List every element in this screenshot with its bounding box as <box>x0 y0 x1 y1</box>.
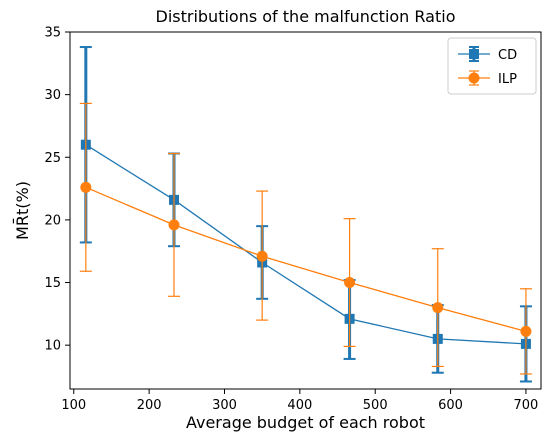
y-tick-label: 35 <box>44 26 61 41</box>
y-tick-label: 25 <box>44 151 61 166</box>
x-tick-label: 700 <box>514 398 539 413</box>
data-point <box>520 325 532 337</box>
legend-label: ILP <box>498 72 517 87</box>
x-tick-label: 200 <box>137 398 162 413</box>
data-point <box>432 302 444 314</box>
y-axis-title: MR̄t(%) <box>13 181 32 240</box>
legend-label: CD <box>498 48 517 63</box>
data-point <box>344 277 356 289</box>
data-point <box>80 181 92 193</box>
x-tick-label: 400 <box>287 398 312 413</box>
series-ilp <box>79 102 532 375</box>
y-tick-label: 20 <box>44 213 61 228</box>
y-tick-label: 15 <box>44 276 61 291</box>
series-line <box>85 144 526 345</box>
legend-marker <box>469 49 479 59</box>
y-tick-label: 10 <box>44 339 61 354</box>
y-tick-label: 30 <box>44 88 61 103</box>
series-line <box>85 186 527 333</box>
x-tick-label: 100 <box>61 398 86 413</box>
x-tick-label: 500 <box>363 398 388 413</box>
chart-title: Distributions of the malfunction Ratio <box>156 7 456 26</box>
legend-item-cd: CD <box>458 46 517 63</box>
legend: CD ILP <box>447 37 537 95</box>
data-point <box>256 250 268 262</box>
legend-box <box>447 37 537 95</box>
data-point <box>168 219 180 231</box>
plot-frame <box>69 31 542 390</box>
x-axis-title: Average budget of each robot <box>186 413 425 432</box>
legend-marker <box>468 72 480 84</box>
legend-item-ilp: ILP <box>458 70 517 87</box>
x-tick-label: 600 <box>438 398 463 413</box>
plot-area: 100 200 300 400 500 600 700 10 15 20 25 30 35 <box>44 26 542 413</box>
x-tick-label: 300 <box>212 398 237 413</box>
